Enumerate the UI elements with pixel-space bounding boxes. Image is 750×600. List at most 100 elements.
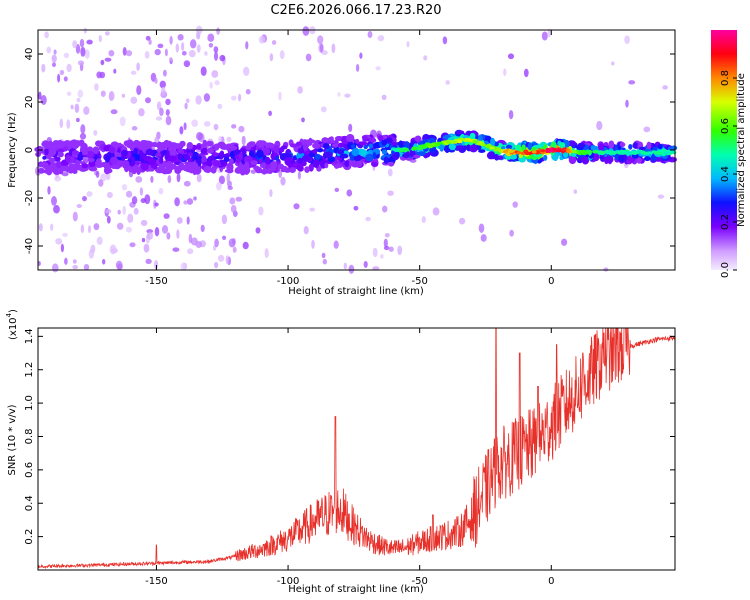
noise-blob [255,227,261,234]
noise-blob [51,196,57,206]
noise-blob [333,240,339,249]
ridge-blob [104,154,110,163]
y-tick-label: -20 [24,190,35,206]
ridge-blob [643,156,651,162]
ridge-blob [383,156,389,165]
ridge-core [626,151,632,155]
noise-blob [507,53,515,60]
noise-blob [104,209,112,214]
noise-blob [108,49,115,57]
noise-blob [64,257,68,265]
x-tick-label: -150 [145,576,168,587]
noise-blob [167,175,172,184]
noise-blob [144,51,150,59]
ridge-blob [301,154,311,162]
ridge-blob [55,161,63,169]
noise-blob [217,103,223,110]
ridge-core [430,143,436,147]
noise-blob [164,48,168,57]
ridge-core [516,151,522,155]
ridge-blob [455,145,465,149]
noise-blob [229,197,236,205]
ridge-core [632,151,638,155]
noise-blob [228,238,236,248]
ridge-blob [456,130,465,135]
noise-blob [100,90,106,97]
colorbar-tick-label: 0.6 [720,118,731,134]
noise-blob [213,51,219,61]
noise-blob [75,44,81,54]
ridge-blob [494,141,499,147]
ridge-blob [177,153,183,161]
x-tick-label: -150 [145,276,168,287]
noise-blob [146,231,154,240]
noise-blob [183,180,191,187]
noise-blob [348,264,355,274]
noise-blob [211,70,219,78]
noise-blob [302,26,310,36]
noise-blob [157,43,164,49]
noise-blob [162,69,167,77]
ridge-blob [304,166,310,173]
noise-blob [46,46,52,54]
noise-blob [183,122,187,131]
ridge-blob [155,152,162,158]
noise-blob [382,205,388,213]
ridge-blob [478,134,483,143]
ridge-blob [48,157,56,163]
ridge-blob [274,155,280,161]
ridge-blob [88,166,98,172]
noise-blob [397,245,403,256]
noise-blob [121,184,128,191]
noise-blob [113,68,117,74]
noise-blob [116,222,124,230]
ridge-blob [269,161,278,169]
ridge-blob [398,140,403,148]
x-tick-label: -50 [412,276,428,287]
ridge-blob [238,152,243,161]
ridge-blob [131,143,139,148]
ridge-blob [168,155,177,162]
ridge-blob [592,153,600,162]
noise-blob [181,41,185,52]
snr-multiplier-exp: 4 [5,312,13,317]
ridge-core [420,144,426,148]
noise-blob [72,264,79,270]
noise-blob [279,50,285,60]
spectrogram-x-ticks: -150 -100 -50 0 [145,30,554,287]
ridge-blob [657,143,663,150]
x-tick-label: -100 [277,276,300,287]
ridge-blob [87,157,95,163]
ridge-core [531,150,537,154]
ridge-blob [140,162,149,171]
noise-blob [214,261,219,269]
noise-blob [131,196,138,205]
noise-blob [523,68,529,78]
ridge-blob [339,153,349,159]
noise-blob [226,173,231,184]
noise-blob [133,207,139,215]
noise-blob [195,95,202,105]
noise-blob [63,76,68,82]
ridge-core [476,142,482,146]
noise-blob [311,239,315,249]
ridge-core [594,149,600,154]
ridge-blob [527,142,533,151]
ridge-blob [206,147,215,154]
noise-blob [55,238,63,245]
noise-blob [141,237,146,243]
ridge-blob [388,161,395,167]
noise-blob [94,83,99,91]
snr-x-ticks: -150 -100 -50 0 [145,328,554,587]
noise-blob [337,92,341,97]
ridge-blob [598,143,605,151]
noise-blob [79,132,87,140]
ridge-core [402,149,408,153]
noise-blob [372,247,378,258]
noise-blob [301,117,305,123]
ridge-blob [230,145,238,151]
ridge-core [571,150,577,154]
ridge-core [446,140,452,145]
noise-blob [145,97,151,104]
noise-blob [508,110,514,120]
